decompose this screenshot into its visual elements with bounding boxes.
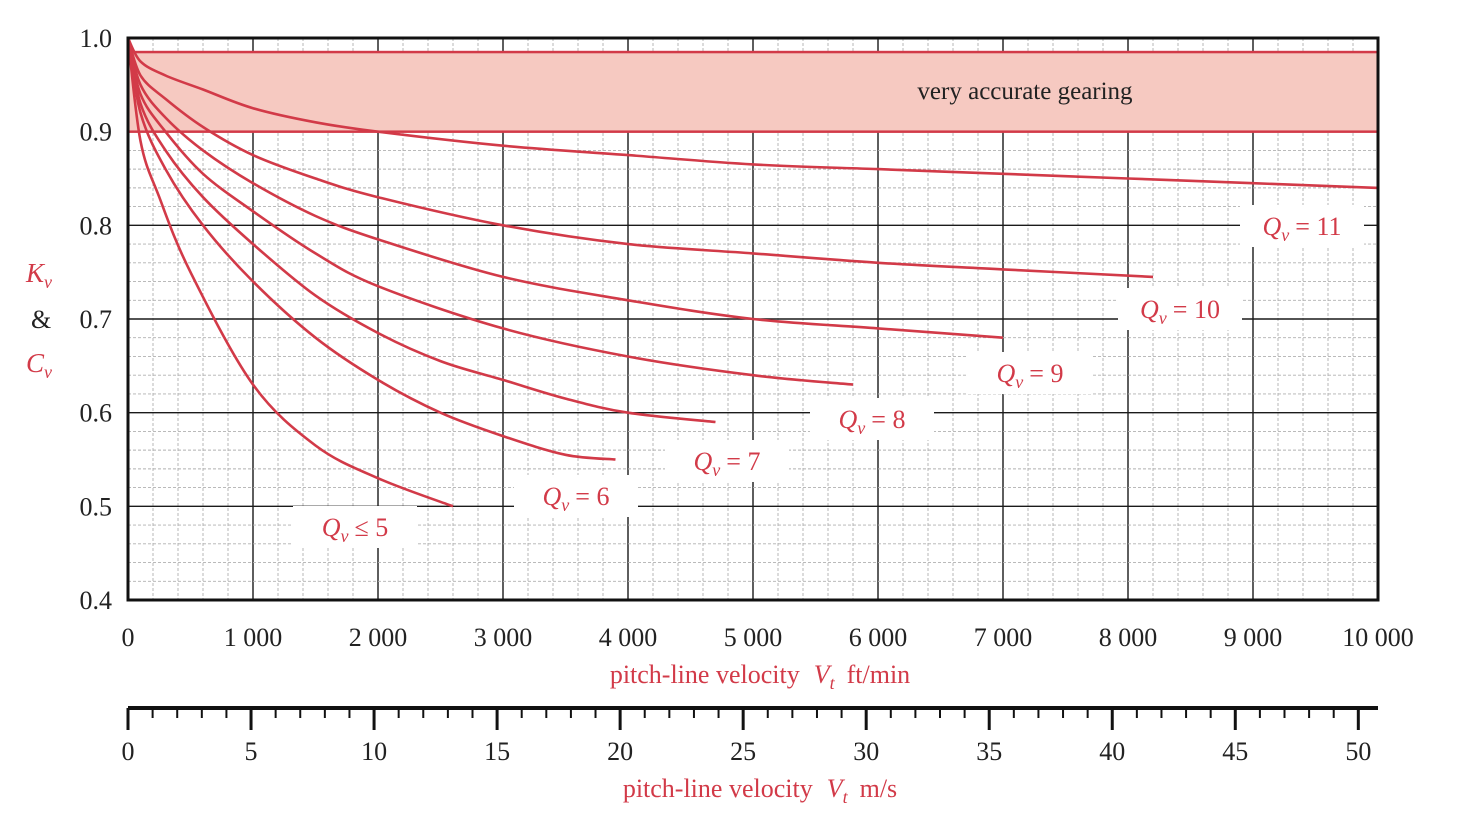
curve-label-bg bbox=[968, 352, 1092, 394]
curve-6 bbox=[126, 37, 616, 461]
curve-label-11: Qv = 11 bbox=[1263, 212, 1342, 245]
x-ms-tick-label: 15 bbox=[484, 737, 510, 766]
x-ftmin-tick-label: 8 000 bbox=[1099, 623, 1158, 652]
x-ms-tick-label: 5 bbox=[245, 737, 258, 766]
curve-label-bg bbox=[293, 506, 417, 548]
x-ftmin-tick-label: 3 000 bbox=[474, 623, 533, 652]
curve-10 bbox=[126, 37, 1154, 279]
x-ftmin-tick-label: 5 000 bbox=[724, 623, 783, 652]
curve-label-bg bbox=[1240, 205, 1364, 247]
x-ms-tick-label: 30 bbox=[853, 737, 879, 766]
y-tick-label: 0.9 bbox=[80, 118, 113, 147]
curve-group bbox=[126, 37, 1379, 508]
x-ftmin-tick-label: 10 000 bbox=[1342, 623, 1414, 652]
x-ftmin-tick-label: 9 000 bbox=[1224, 623, 1283, 652]
curve-label-6: Qv = 6 bbox=[543, 482, 610, 515]
y-axis-label-bottom: Cv bbox=[26, 348, 52, 382]
y-tick-label: 0.8 bbox=[80, 211, 113, 240]
curve-label-bg bbox=[810, 398, 934, 440]
plot-frame bbox=[126, 36, 1380, 602]
x-ms-tick-label: 20 bbox=[607, 737, 633, 766]
accurate-gearing-band-label: very accurate gearing bbox=[917, 78, 1133, 105]
curve-label-bg bbox=[514, 475, 638, 517]
x-ftmin-tick-label: 0 bbox=[122, 623, 135, 652]
curve-label-5: Qv ≤ 5 bbox=[322, 513, 389, 546]
curve-11 bbox=[126, 37, 1379, 190]
x-ftmin-tick-label: 7 000 bbox=[974, 623, 1033, 652]
x-ms-tick-label: 0 bbox=[122, 737, 135, 766]
x-ftmin-tick-label: 1 000 bbox=[224, 623, 283, 652]
axes-group: 1.0 0.9 0.8 0.7 0.6 0.5 0.4 0 1 000 2 000 3 000 4 0… bbox=[80, 24, 1414, 766]
curve-label-9: Qv = 9 bbox=[997, 359, 1064, 392]
y-tick-label: 0.7 bbox=[80, 305, 113, 334]
y-tick-label: 1.0 bbox=[80, 24, 113, 53]
x-ftmin-tick-label: 2 000 bbox=[349, 623, 408, 652]
curve-8 bbox=[126, 37, 854, 386]
accurate-gearing-band-area bbox=[126, 50, 1380, 133]
curve-label-7: Qv = 7 bbox=[694, 447, 761, 480]
x-axis-title-ms: pitch-line velocity Vt m/s bbox=[623, 774, 897, 807]
x-ms-tick-label: 10 bbox=[361, 737, 387, 766]
y-tick-label: 0.5 bbox=[80, 492, 113, 521]
curve-label-8: Qv = 8 bbox=[839, 405, 906, 438]
x-ftmin-tick-label: 4 000 bbox=[599, 623, 658, 652]
x-ftmin-tick-label: 6 000 bbox=[849, 623, 908, 652]
x-ms-tick-label: 45 bbox=[1222, 737, 1248, 766]
accurate-gearing-band: very accurate gearing bbox=[126, 50, 1380, 133]
x-ms-tick-label: 40 bbox=[1099, 737, 1125, 766]
curve-7 bbox=[126, 37, 716, 424]
curve-9 bbox=[126, 37, 1004, 339]
curve-5 bbox=[126, 37, 454, 508]
curve-label-bg bbox=[1118, 288, 1242, 330]
x-ms-tick-label: 50 bbox=[1345, 737, 1371, 766]
x-axis-title-ftmin: pitch-line velocity Vt ft/min bbox=[610, 660, 910, 693]
x-ms-tick-label: 25 bbox=[730, 737, 756, 766]
curve-label-bg bbox=[665, 440, 789, 482]
x-ms-tick-label: 35 bbox=[976, 737, 1002, 766]
curve-label-group: Qv ≤ 5 Qv = 6 Qv = 7 Qv = 8 Qv = 9 Qv = 10 Qv = 11 bbox=[293, 205, 1364, 548]
y-axis-label-top: Kv bbox=[25, 258, 52, 292]
y-tick-label: 0.4 bbox=[80, 586, 113, 615]
y-axis-label-ampersand: & bbox=[31, 305, 51, 334]
curve-label-10: Qv = 10 bbox=[1140, 295, 1220, 328]
y-tick-label: 0.6 bbox=[80, 399, 113, 428]
